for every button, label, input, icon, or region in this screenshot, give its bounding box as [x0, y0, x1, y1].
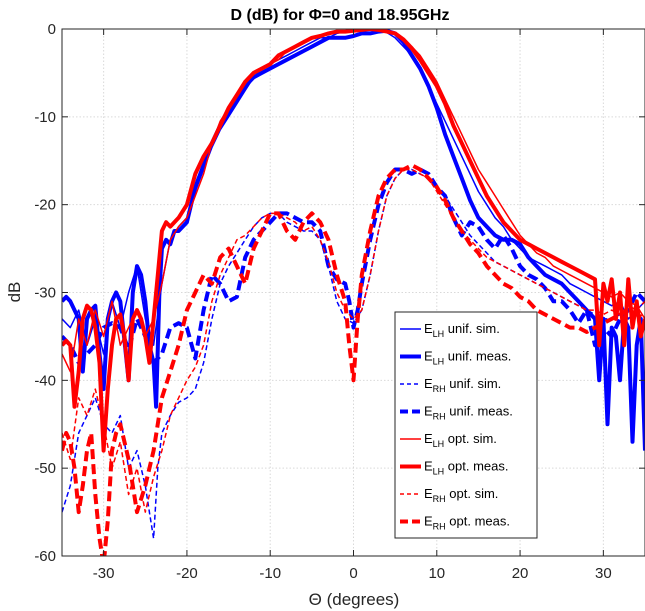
y-tick-label: -10 [34, 109, 56, 126]
x-tick-label: 10 [428, 565, 445, 582]
legend-label-5: ELH opt. meas. [424, 459, 509, 477]
y-tick-label: -30 [34, 285, 56, 302]
series-line-4 [62, 29, 645, 373]
y-tick-label: -60 [34, 548, 56, 565]
x-tick-label: 30 [595, 565, 612, 582]
series-line-6 [62, 168, 645, 513]
legend-label-0: ELH unif. sim. [424, 321, 500, 339]
x-axis-label: Θ (degrees) [309, 590, 400, 609]
legend-label-4: ELH opt. sim. [424, 431, 497, 449]
ticks: -30 -20 -10 0 10 20 30 0 -10 -20 -30 -40 -50 -60 [34, 21, 645, 582]
x-tick-label: -30 [93, 565, 115, 582]
series-line-5 [62, 29, 645, 453]
legend-label-1: ELH unif. meas. [424, 349, 511, 367]
chart-title: D (dB) for Φ=0 and 18.95GHz [231, 7, 450, 24]
series-layer [62, 29, 645, 556]
x-tick-label: -20 [176, 565, 198, 582]
y-tick-label: -20 [34, 197, 56, 214]
x-tick-label: 20 [512, 565, 529, 582]
x-tick-label: 0 [349, 565, 357, 582]
y-tick-label: -40 [34, 372, 56, 389]
y-tick-label: -50 [34, 460, 56, 477]
y-axis-label: dB [5, 282, 24, 303]
legend-label-7: ERH opt. meas. [424, 514, 510, 532]
legend: ELH unif. sim. ELH unif. meas. ERH unif. s… [394, 311, 538, 539]
legend-box [394, 311, 538, 539]
x-tick-label: -10 [259, 565, 281, 582]
y-tick-label: 0 [48, 21, 56, 38]
legend-label-6: ERH opt. sim. [424, 486, 498, 504]
legend-label-3: ERH unif. meas. [424, 404, 513, 422]
legend-label-2: ERH unif. sim. [424, 376, 501, 394]
series-line-3 [62, 167, 645, 365]
series-line-1 [62, 29, 645, 451]
